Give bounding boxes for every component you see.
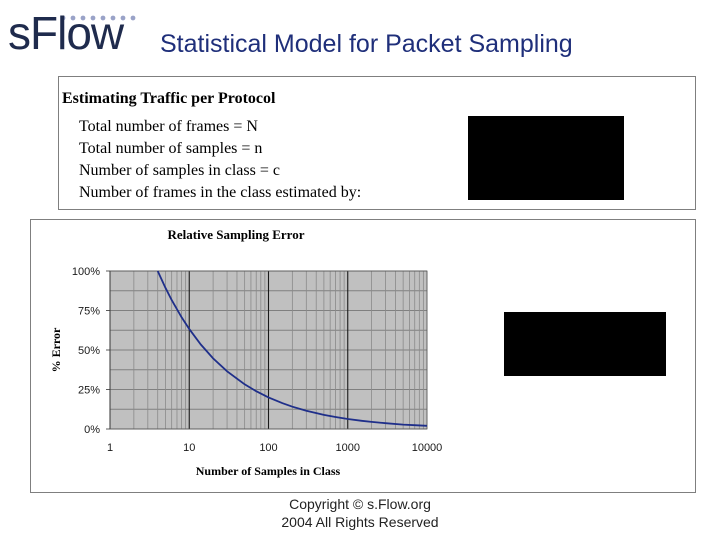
sflow-logo: sFlow [8,8,148,64]
series-line [156,270,428,427]
x-tick-label: 10000 [412,442,443,454]
x-tick-label: 10 [183,442,195,454]
y-tick-label: 75% [78,306,100,318]
formula-image-block [468,116,624,200]
estimate-panel [58,76,696,210]
chart-title: Relative Sampling Error [168,227,305,242]
def-line-class-samples: Number of samples in class = c [79,162,280,179]
y-tick-label: 100% [72,266,100,278]
logo-dots [60,15,136,21]
logo-text: sFlow [8,7,124,59]
copyright: Copyright © s.Flow.org 2004 All Rights R… [230,495,490,531]
def-line-estimate: Number of frames in the class estimated … [79,184,362,201]
relative-sampling-error-chart: 0% 25% 50% 75% 100% 1 10 100 1000 10000 Relative … [49,227,443,478]
slide-title: Statistical Model for Packet Sampling [160,30,573,58]
error-formula-image-block [504,312,666,376]
x-tick-label: 1000 [336,442,360,454]
x-tick-label: 100 [259,442,277,454]
copyright-line-2: 2004 All Rights Reserved [281,514,439,530]
def-line-samples: Total number of samples = n [79,140,263,157]
def-line-frames: Total number of frames = N [79,118,258,135]
x-axis-label: Number of Samples in Class [196,464,341,478]
y-tick-label: 25% [78,385,100,397]
y-tick-label: 50% [78,345,100,357]
section-heading: Estimating Traffic per Protocol [62,90,276,107]
copyright-line-1: Copyright © s.Flow.org [289,496,431,512]
x-tick-label: 1 [107,442,113,454]
chart-panel [30,219,696,493]
y-axis-label: % Error [49,327,63,372]
y-tick-label: 0% [84,424,100,436]
